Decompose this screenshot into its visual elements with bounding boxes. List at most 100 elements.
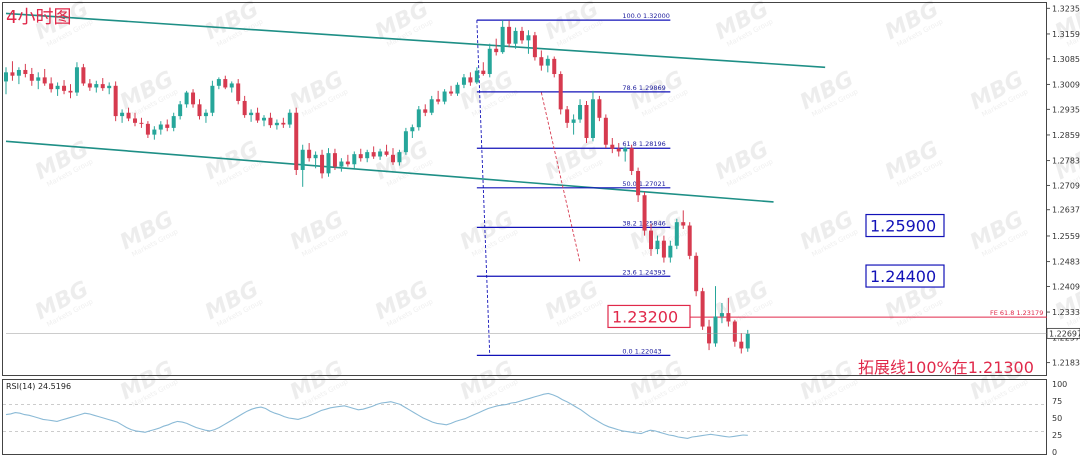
candle-body: [719, 313, 724, 317]
candle: [526, 30, 531, 54]
price-axis: 1.32350 1.31590 1.30850 1.30090 1.29350 1.285…: [6, 4, 1080, 368]
candle: [590, 90, 595, 142]
candle: [391, 148, 395, 165]
candle-body: [578, 104, 583, 120]
candle-body: [668, 245, 673, 258]
candle-body: [152, 129, 157, 135]
candle: [55, 82, 60, 96]
candle: [423, 104, 428, 117]
rsi-tick-label: 100: [1052, 380, 1067, 389]
candle-body: [571, 119, 576, 123]
candle: [94, 80, 99, 93]
candle: [597, 95, 602, 122]
candle: [158, 121, 163, 135]
candle-body: [133, 118, 137, 123]
candle: [397, 149, 402, 166]
candle-body: [610, 144, 615, 149]
candle-body: [694, 255, 699, 292]
rsi-tick-label: 25: [1052, 431, 1062, 440]
candle-body: [442, 91, 447, 102]
fe-line-label: FE 61.8 1.23179: [990, 309, 1043, 317]
price-tick-label: 1.25590: [1052, 232, 1080, 241]
candle: [339, 158, 344, 172]
candle: [507, 20, 512, 48]
dashed-guide-line: [540, 92, 581, 263]
candle-body: [320, 154, 325, 174]
candle: [152, 126, 157, 140]
candle-body: [191, 92, 196, 105]
price-callout-box: [607, 304, 691, 329]
fib-level-label: 61.8 1.28196: [622, 140, 665, 148]
current-price-label: 1.22697: [1049, 329, 1080, 338]
candle: [268, 112, 273, 128]
candle-body: [42, 77, 47, 84]
candle: [345, 154, 350, 167]
candle: [707, 319, 712, 351]
price-tick-label: 1.27830: [1052, 157, 1080, 166]
candle-body: [345, 161, 350, 165]
candle-body: [616, 148, 621, 152]
candle-body: [552, 58, 557, 75]
candle: [68, 84, 73, 99]
candle: [610, 137, 615, 154]
candle: [229, 81, 234, 93]
price-tick-label: 1.26370: [1052, 206, 1080, 215]
candle-body: [113, 85, 118, 117]
candle: [300, 144, 305, 187]
candle: [210, 80, 215, 117]
candle-body: [500, 26, 505, 53]
channel-line: [5, 12, 826, 69]
candle-body: [584, 104, 589, 138]
fib-level-label: 50.0 1.27021: [622, 180, 665, 188]
candle: [171, 112, 176, 132]
channel-line: [5, 140, 774, 203]
candle-body: [29, 74, 34, 81]
candle: [642, 191, 647, 236]
candle-body: [623, 148, 628, 152]
candle: [165, 119, 170, 132]
candle: [139, 117, 144, 128]
candle: [681, 210, 686, 229]
candle: [558, 71, 563, 115]
candle-body: [429, 99, 434, 113]
candle: [184, 90, 189, 108]
chart-title: 4小时图: [6, 7, 71, 28]
candle: [4, 67, 8, 95]
candle-body: [36, 77, 41, 81]
candle-body: [532, 35, 537, 58]
candle: [436, 90, 441, 105]
rsi-line: [5, 392, 748, 439]
candle: [700, 287, 705, 330]
candle: [81, 63, 86, 86]
candle: [442, 89, 447, 105]
candle: [223, 75, 228, 90]
candle: [481, 62, 486, 76]
price-tick-label: 1.30090: [1052, 80, 1080, 89]
candle-body: [184, 92, 189, 105]
candle: [365, 149, 370, 163]
current-price-box: [1046, 327, 1080, 339]
candle: [655, 235, 660, 255]
candle: [307, 143, 312, 162]
candle-body: [481, 70, 486, 75]
fib-level-label: 0.0 1.22043: [622, 347, 661, 355]
candle: [262, 115, 266, 127]
candle: [539, 50, 544, 71]
candle-body: [126, 112, 131, 119]
candle-body: [145, 123, 150, 135]
candle-body: [178, 104, 183, 117]
price-tick-label: 1.23330: [1052, 308, 1080, 317]
candle: [468, 72, 473, 86]
candle: [249, 109, 254, 122]
candle-body: [739, 341, 744, 349]
candle-body: [74, 67, 79, 93]
candle-body: [62, 85, 67, 91]
candle-body: [520, 30, 524, 41]
candle-body: [49, 83, 54, 90]
candle: [403, 127, 408, 155]
candle: [29, 67, 34, 86]
candle-body: [461, 77, 466, 85]
candle: [371, 146, 376, 159]
candle: [287, 109, 292, 128]
candle-body: [713, 316, 718, 344]
